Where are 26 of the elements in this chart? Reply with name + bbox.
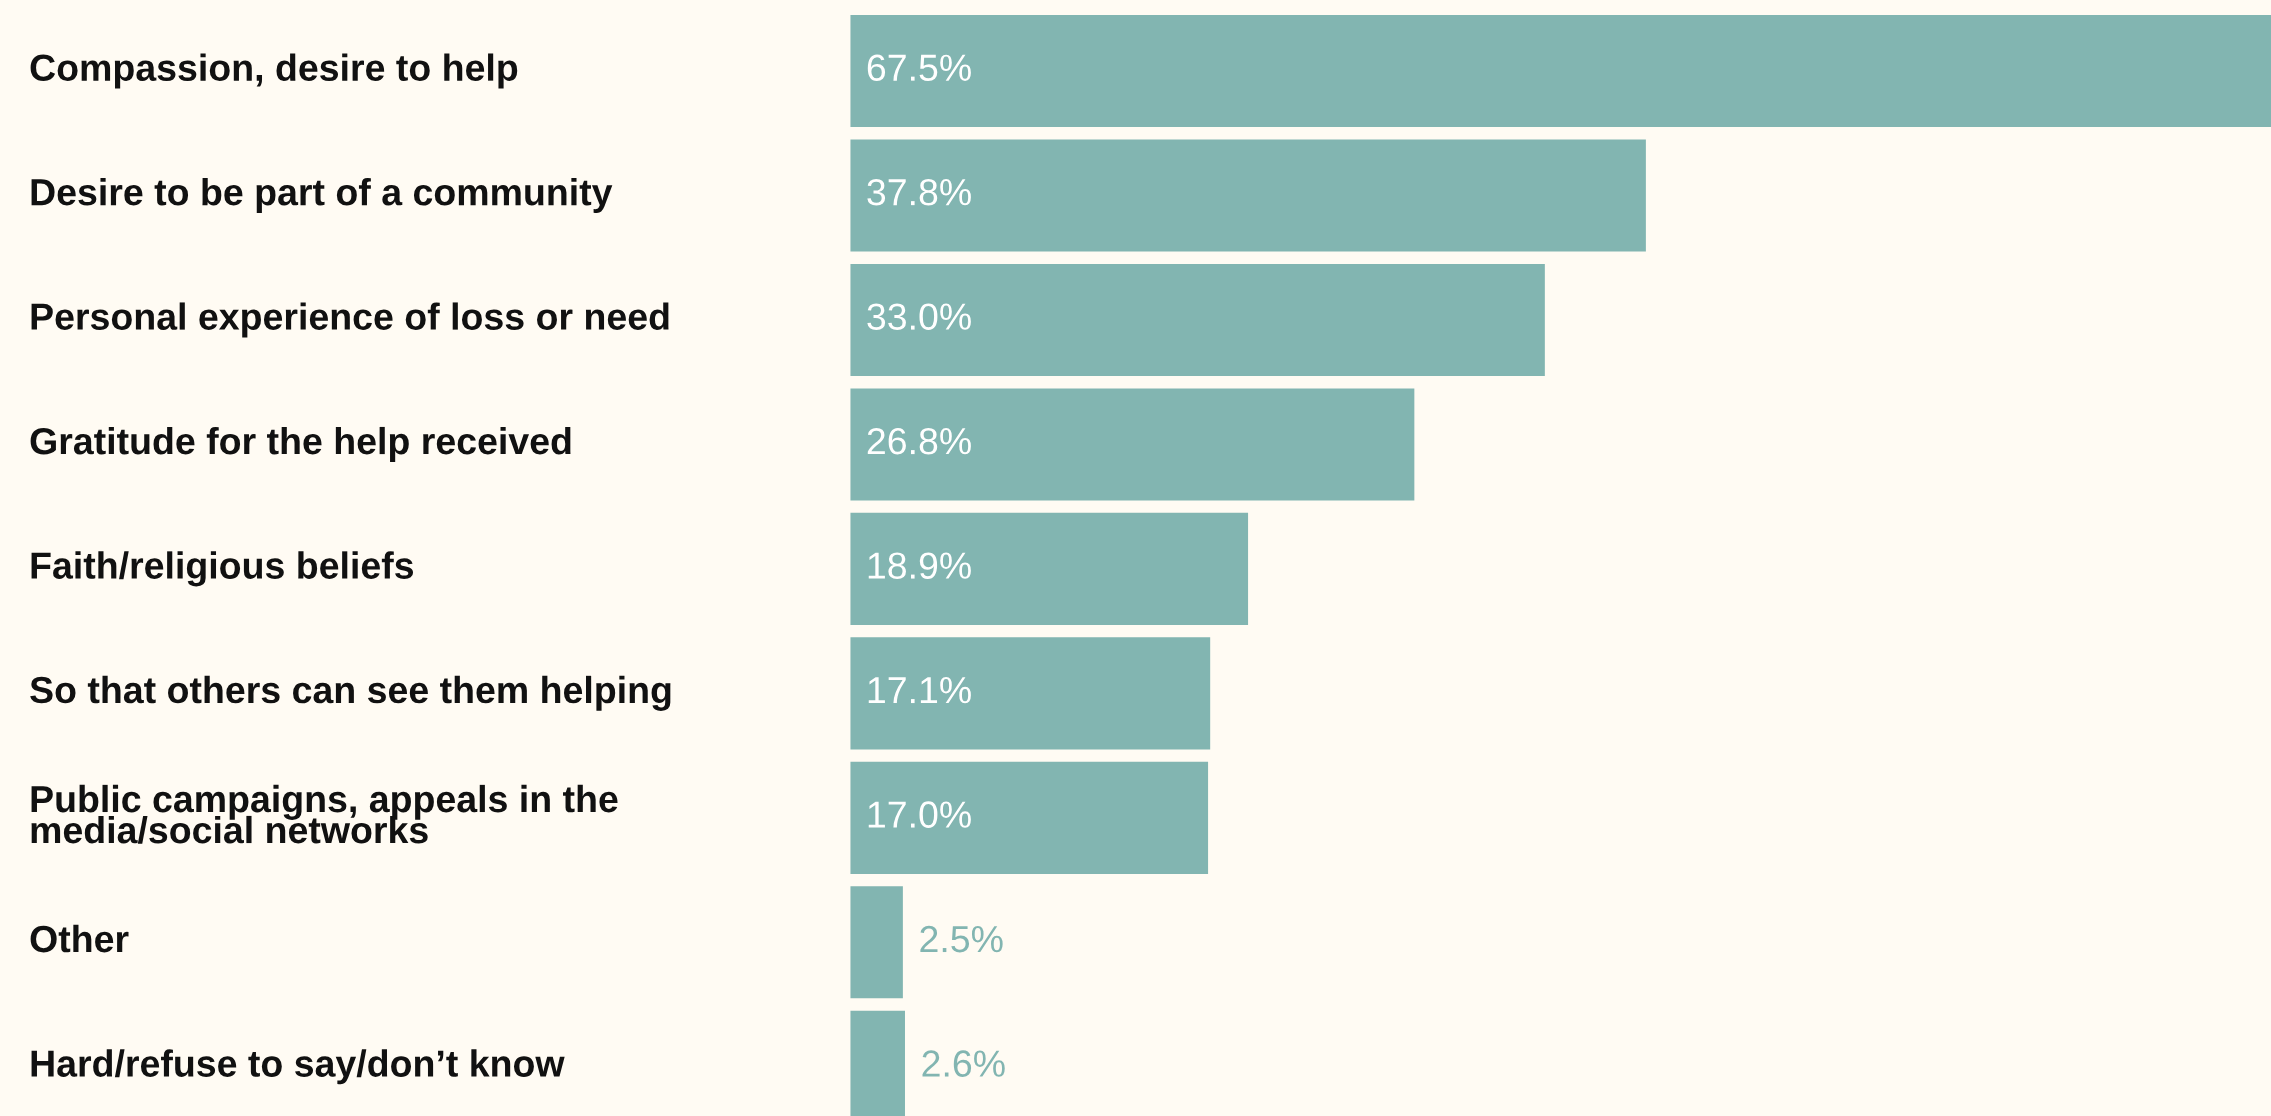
data-label: 37.8% [867, 178, 971, 206]
data-label: 67.5% [867, 54, 971, 82]
data-label: 17.0% [868, 801, 971, 828]
bar [850, 886, 903, 999]
data-label: 33.0% [867, 303, 971, 330]
bar [850, 263, 1545, 376]
y-tick-label: Faith/religious beliefs [31, 551, 414, 587]
bar [850, 14, 2271, 127]
bar [850, 761, 1209, 874]
bar [850, 388, 1415, 501]
y-tick-label: Desire to be part of a community [31, 177, 613, 213]
bar [850, 139, 1646, 252]
data-label: 18.9% [868, 552, 971, 579]
y-tick-label: Personal experience of loss or need [31, 302, 669, 338]
data-label: 17.1% [868, 677, 971, 704]
data-label: 26.8% [867, 427, 971, 455]
y-tick-label: Other [30, 924, 129, 953]
y-tick-label: Gratitude for the help received [30, 426, 571, 462]
y-tick-label: So that others can see them helping [30, 675, 671, 711]
y-tick-label: Compassion, desire to help [30, 53, 518, 89]
bar [850, 512, 1249, 625]
y-tick-label: Hard/refuse to say/don’t know [31, 1049, 565, 1085]
data-label: 2.5% [920, 925, 1003, 953]
bar [850, 637, 1211, 750]
data-label: 2.6% [922, 1050, 1005, 1077]
y-tick-label: Public campaigns, appeals in the media/social networks [31, 784, 618, 844]
